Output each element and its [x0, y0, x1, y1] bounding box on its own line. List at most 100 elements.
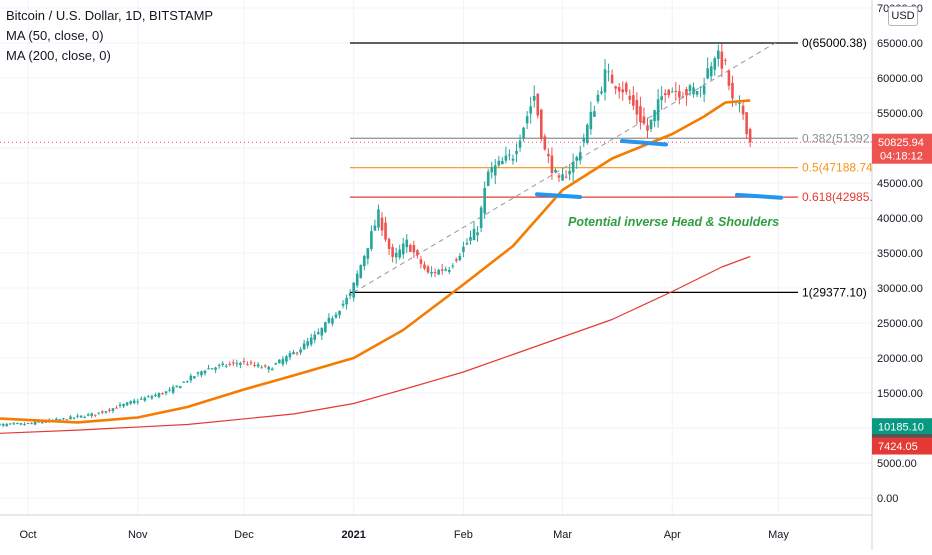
y-tick-label: 35000.00	[877, 248, 923, 260]
candle-body	[639, 106, 642, 123]
ma50-legend[interactable]: MA (50, close, 0)	[6, 28, 104, 43]
y-tick-label: 55000.00	[877, 108, 923, 120]
candle-body	[76, 415, 79, 417]
candle-body	[345, 297, 348, 305]
candle-body	[401, 243, 405, 255]
fib-label: 0.382(51392.	[802, 131, 873, 145]
candle-body	[79, 415, 83, 418]
candle-body	[738, 103, 741, 105]
candle-body	[355, 273, 359, 286]
candle-body	[593, 111, 596, 117]
price-badge-value: 10185.10	[878, 422, 924, 434]
y-tick-label: 20000.00	[877, 353, 923, 365]
ma50-group	[0, 99, 751, 424]
trend-line	[353, 42, 776, 293]
candle-body	[97, 412, 101, 414]
candle-body	[479, 207, 483, 229]
candle-body	[656, 99, 660, 121]
candle-body	[235, 363, 239, 365]
candle-body	[646, 125, 649, 131]
candle-body	[196, 372, 200, 374]
candle-body	[331, 318, 334, 324]
candle-body	[603, 69, 607, 93]
candle-body	[437, 269, 440, 275]
candle-body	[674, 90, 678, 92]
candle-body	[522, 127, 525, 138]
candle-body	[423, 264, 426, 269]
candle-body	[9, 423, 12, 425]
candle-body	[717, 50, 720, 59]
candle-body	[440, 269, 444, 271]
time-axis[interactable]: Oct Nov Dec 2021 Feb Mar Apr May	[0, 514, 872, 541]
candle-body	[221, 363, 224, 365]
candle-body	[416, 250, 419, 256]
x-tick-label: Oct	[19, 529, 36, 541]
price-badge	[872, 133, 932, 164]
candle-body	[122, 403, 125, 407]
candle-body	[458, 255, 462, 260]
candle-body	[550, 155, 554, 174]
candle-body	[628, 95, 632, 100]
candle-body	[536, 93, 540, 116]
candle-body	[702, 85, 706, 95]
symbol-title[interactable]: Bitcoin / U.S. Dollar, 1D, BITSTAMP	[6, 8, 214, 23]
ma200-legend[interactable]: MA (200, close, 0)	[6, 48, 111, 63]
y-tick-label: 45000.00	[877, 178, 923, 190]
candle-body	[635, 99, 639, 115]
candle-body	[132, 400, 136, 404]
currency-button[interactable]: USD	[888, 6, 918, 26]
candle-body	[653, 110, 656, 122]
candle-body	[12, 423, 16, 425]
x-tick-label: Feb	[454, 529, 473, 541]
candle-body	[663, 93, 667, 96]
candle-body	[483, 188, 486, 214]
candle-body	[278, 359, 281, 364]
candle-body	[299, 349, 302, 353]
price-axis[interactable]: 0.005000.0010000.0015000.0020000.0025000…	[871, 0, 923, 550]
candle-body	[387, 239, 391, 249]
candle-body	[239, 362, 242, 365]
candle-body	[101, 411, 104, 413]
candle-body	[624, 83, 628, 92]
candle-body	[568, 170, 571, 175]
grid	[0, 0, 872, 515]
drawings[interactable]: Potential inverse Head & Shoulders	[0, 139, 872, 229]
ma200-group	[0, 255, 751, 434]
price-badge-value: 50825.94	[878, 137, 924, 149]
candle-body	[398, 249, 401, 258]
candle-body	[157, 393, 161, 397]
candle-body	[200, 371, 203, 376]
candle-body	[214, 367, 217, 370]
candle-body	[320, 327, 324, 336]
candle-body	[433, 272, 437, 274]
candle-body	[706, 68, 709, 79]
candle-body	[685, 89, 688, 96]
candle-body	[462, 246, 465, 252]
candle-body	[37, 421, 40, 423]
candle-body	[586, 124, 589, 143]
candle-body	[409, 244, 412, 252]
candle-body	[678, 91, 681, 98]
price-badge-value: 7424.05	[878, 441, 918, 453]
candle-body	[44, 421, 47, 423]
y-tick-label: 65000.00	[877, 38, 923, 50]
ma50-line	[0, 99, 751, 424]
candle-body	[143, 397, 147, 401]
candle-body	[115, 407, 118, 409]
candle-body	[667, 89, 671, 96]
candle-body	[384, 222, 387, 240]
candle-body	[564, 176, 568, 178]
candle-body	[182, 381, 186, 383]
candle-body	[267, 366, 271, 370]
candle-body	[469, 236, 472, 241]
candle-body	[695, 90, 699, 95]
candle-body	[210, 368, 214, 370]
candle-body	[508, 154, 511, 156]
candle-body	[5, 424, 9, 426]
candle-body	[511, 158, 515, 161]
candle-body	[610, 74, 614, 84]
candle-body	[281, 359, 285, 365]
candle-body	[501, 160, 504, 165]
